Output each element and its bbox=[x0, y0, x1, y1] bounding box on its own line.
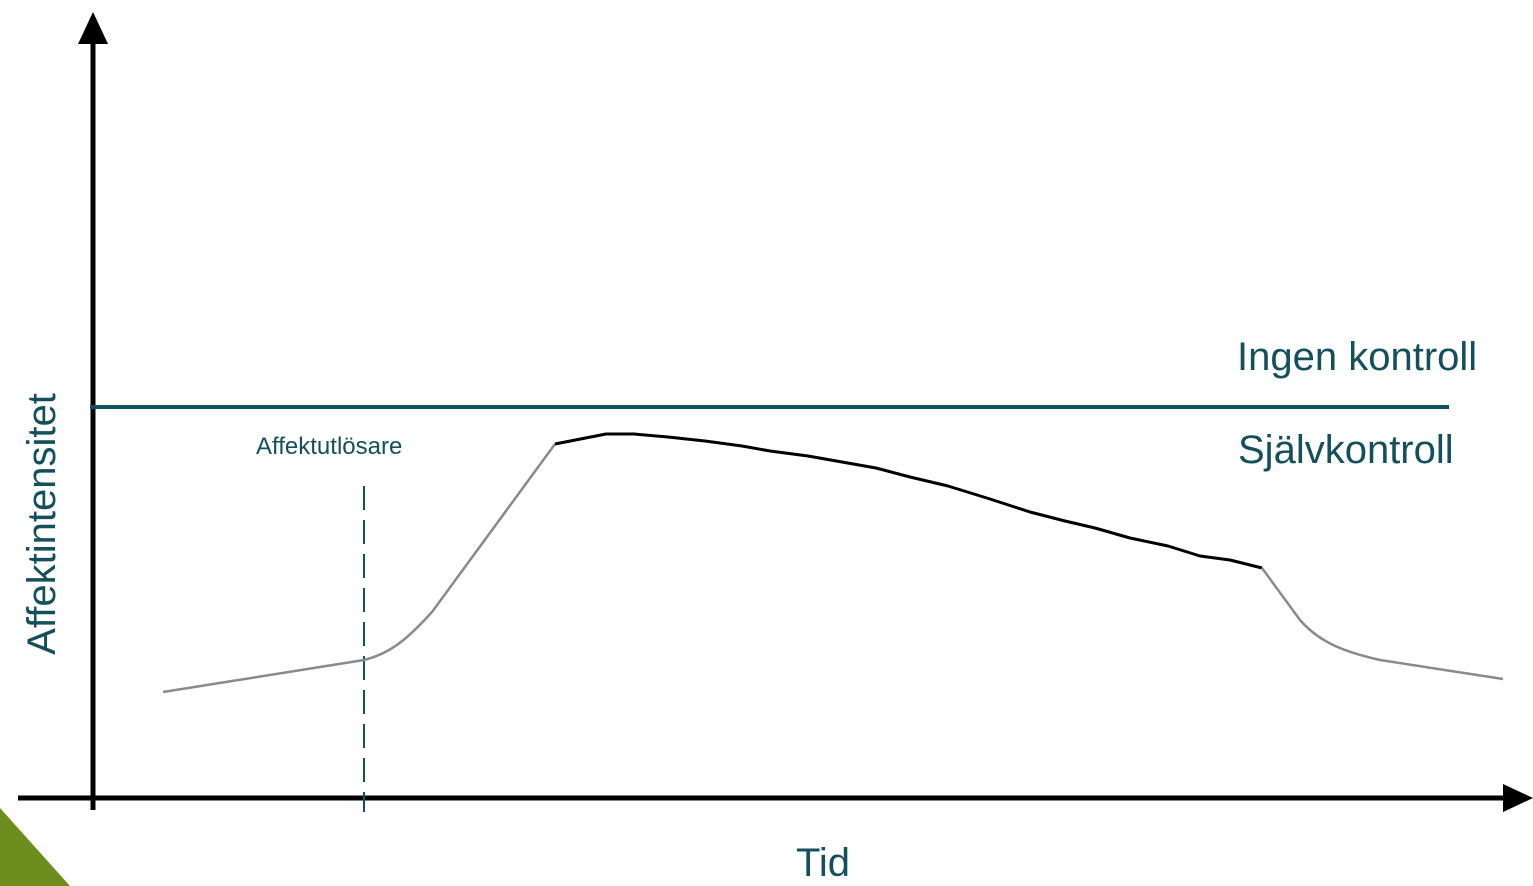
affect-curve-rise bbox=[162, 443, 557, 694]
corner-accent bbox=[0, 808, 70, 886]
trigger-label: Affektutlösare bbox=[256, 433, 402, 460]
affect-curve-fall bbox=[1260, 567, 1504, 681]
y-axis-label: Affektintensitet bbox=[20, 393, 64, 655]
no-control-label: Ingen kontroll bbox=[1237, 335, 1477, 379]
affect-curve-peak bbox=[554, 432, 1263, 570]
y-axis-arrowhead bbox=[78, 12, 108, 44]
x-axis-arrowhead bbox=[1503, 784, 1533, 812]
x-axis-label: Tid bbox=[796, 841, 850, 885]
self-control-label: Självkontroll bbox=[1238, 428, 1454, 472]
